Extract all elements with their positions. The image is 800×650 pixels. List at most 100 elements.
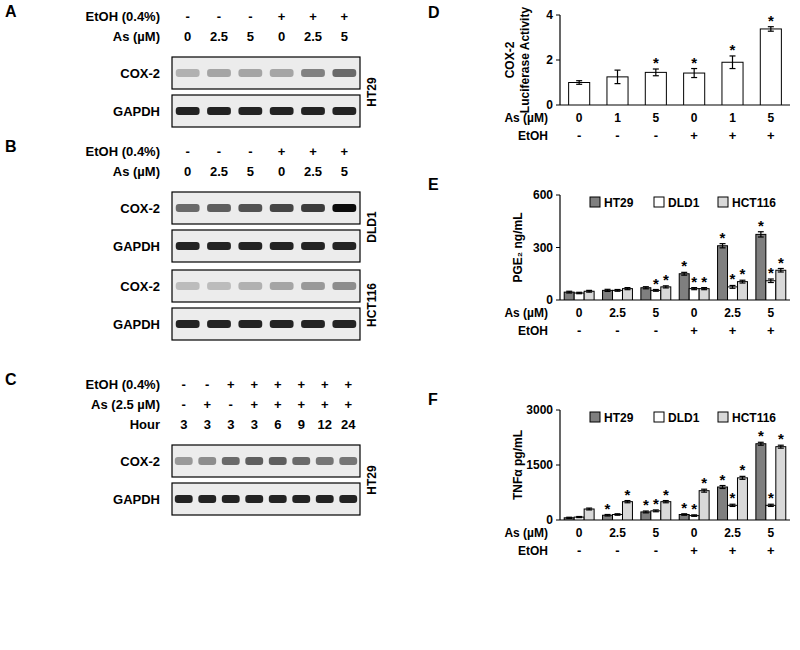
- condition-value: +: [309, 9, 317, 24]
- significance-star: *: [778, 254, 784, 271]
- y-tick-label: 600: [533, 188, 553, 202]
- y-tick-label: 4: [546, 8, 553, 22]
- legend-swatch: [718, 197, 728, 207]
- band: [175, 457, 193, 465]
- condition-value: +: [344, 397, 352, 412]
- error-cap: [566, 517, 572, 518]
- legend-label: HCT116: [732, 196, 776, 210]
- band: [238, 320, 262, 328]
- y-tick: [556, 465, 560, 466]
- error-cap: [701, 492, 707, 493]
- panel-letter: D: [428, 4, 440, 21]
- bar: [613, 290, 623, 300]
- band: [316, 457, 334, 465]
- band: [292, 457, 310, 465]
- band: [301, 282, 325, 290]
- row-label: COX-2: [120, 66, 160, 81]
- x-tick-label: 2.5: [609, 306, 626, 320]
- x-tick-label: 5: [767, 111, 774, 125]
- error-cap: [720, 488, 726, 489]
- y-tick: [556, 195, 560, 196]
- error-cap: [778, 271, 784, 272]
- band: [238, 69, 262, 77]
- group-value: -: [615, 543, 619, 558]
- labels: **************: [605, 427, 784, 517]
- y-axis-label: TNFα pg/mL: [511, 430, 525, 500]
- blot-frame: [172, 445, 360, 477]
- group-value: +: [729, 128, 737, 143]
- condition-value: +: [321, 397, 329, 412]
- legend-label: HT29: [604, 411, 634, 425]
- condition-value: +: [274, 397, 282, 412]
- legend-swatch: [590, 412, 600, 422]
- significance-star: *: [663, 271, 669, 288]
- x-tick-label: 5: [652, 526, 659, 540]
- y-tick: [556, 60, 560, 61]
- y-tick: [556, 247, 560, 248]
- error-cap: [576, 517, 582, 518]
- band: [301, 107, 325, 115]
- bar: [651, 290, 661, 300]
- group-label: EtOH: [518, 324, 548, 338]
- y-axis-label: PGE₂ ng/mL: [511, 212, 525, 282]
- panel-letter: B: [5, 138, 17, 155]
- significance-star: *: [691, 54, 697, 71]
- band: [332, 204, 356, 212]
- legend-swatch: [654, 197, 664, 207]
- error-cap: [739, 282, 745, 283]
- condition-value: 2.5: [210, 164, 228, 179]
- error-cap: [778, 448, 784, 449]
- bar: [679, 274, 689, 300]
- significance-star: *: [681, 499, 687, 516]
- error-bar: [576, 292, 582, 293]
- band: [245, 457, 263, 465]
- bar: [718, 487, 728, 520]
- row-label: GAPDH: [113, 104, 160, 119]
- y-tick: [556, 105, 560, 106]
- blot-frame: [172, 483, 360, 515]
- condition-value: 12: [318, 417, 332, 432]
- error-bar: [586, 290, 592, 292]
- band: [332, 69, 356, 77]
- bar: [564, 518, 574, 520]
- band: [238, 282, 262, 290]
- condition-value: 2.5: [304, 29, 322, 44]
- blot-panel: BEtOH (0.4%)---+++As (µM)02.5502.55COX-2…: [5, 138, 379, 340]
- condition-value: 5: [247, 29, 254, 44]
- bar: [689, 289, 699, 300]
- condition-value: 0: [184, 164, 191, 179]
- bar: [728, 505, 738, 520]
- band: [270, 320, 294, 328]
- error-cap: [566, 518, 572, 519]
- condition-value: -: [205, 377, 209, 392]
- y-tick: [556, 410, 560, 411]
- band: [207, 320, 231, 328]
- condition-value: 5: [247, 164, 254, 179]
- error-cap: [768, 31, 774, 32]
- condition-value: +: [344, 377, 352, 392]
- significance-star: *: [768, 12, 774, 29]
- condition-label: EtOH (0.4%): [86, 9, 160, 24]
- x-tick-label: 0: [576, 111, 583, 125]
- band: [176, 242, 200, 250]
- bar: [718, 246, 728, 300]
- condition-value: 2.5: [304, 164, 322, 179]
- bar: [645, 72, 666, 105]
- bar: [603, 290, 613, 300]
- bar: [766, 281, 776, 300]
- band: [207, 69, 231, 77]
- condition-value: 3: [180, 417, 187, 432]
- bar: [574, 293, 584, 300]
- x-tick-label: 0: [576, 526, 583, 540]
- row-label: COX-2: [120, 201, 160, 216]
- bar: [651, 511, 661, 520]
- significance-star: *: [768, 264, 774, 281]
- band: [270, 204, 294, 212]
- x-axis-label: As (µM): [504, 306, 548, 320]
- error-bar: [624, 288, 630, 290]
- y-tick-label: 300: [533, 241, 553, 255]
- significance-star: *: [605, 500, 611, 517]
- panel-letter: C: [5, 371, 17, 388]
- y-axis-label: COX-2Luciferase Activity: [503, 7, 532, 114]
- blot-frame: [172, 270, 360, 302]
